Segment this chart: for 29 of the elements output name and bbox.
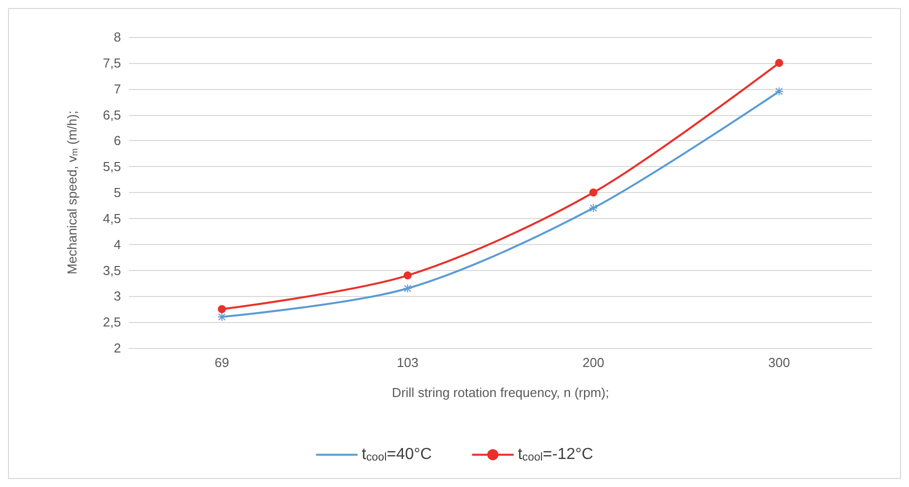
point bbox=[588, 204, 598, 213]
x-axis-title: Drill string rotation frequency, n (rpm); bbox=[392, 385, 610, 400]
legend-label: tcool=40°C bbox=[362, 446, 432, 464]
y-tick-label: 3 bbox=[114, 288, 121, 304]
y-tick-label: 4,5 bbox=[102, 210, 121, 226]
y-tick-label: 7 bbox=[114, 81, 121, 96]
y-tick-label: 5,5 bbox=[102, 159, 121, 174]
x-tick-label: 69 bbox=[214, 355, 230, 370]
y-tick-label: 2 bbox=[114, 340, 121, 356]
point bbox=[774, 86, 784, 96]
y-tick-label: 6,5 bbox=[102, 107, 121, 122]
y-tick-label: 8 bbox=[114, 30, 121, 44]
x-tick-label: 200 bbox=[582, 355, 604, 370]
point bbox=[589, 188, 598, 196]
y-tick-label: 7,5 bbox=[102, 55, 121, 70]
point bbox=[218, 305, 226, 314]
y-tick-label: 6 bbox=[114, 133, 121, 148]
legend-label: tcool=-12°C bbox=[518, 446, 594, 464]
y-tick-label: 2,5 bbox=[102, 314, 121, 330]
point bbox=[217, 312, 226, 322]
x-tick-label: 300 bbox=[768, 355, 790, 370]
x-tick-label: 103 bbox=[396, 355, 418, 370]
point bbox=[404, 271, 412, 280]
y-tick-label: 5 bbox=[114, 185, 121, 200]
y-tick-label: 4 bbox=[114, 236, 121, 252]
y-axis-title: Mechanical speed, vm (m/h); bbox=[64, 110, 80, 274]
point bbox=[775, 58, 784, 67]
y-tick-label: 3,5 bbox=[102, 262, 121, 278]
point bbox=[403, 284, 412, 293]
